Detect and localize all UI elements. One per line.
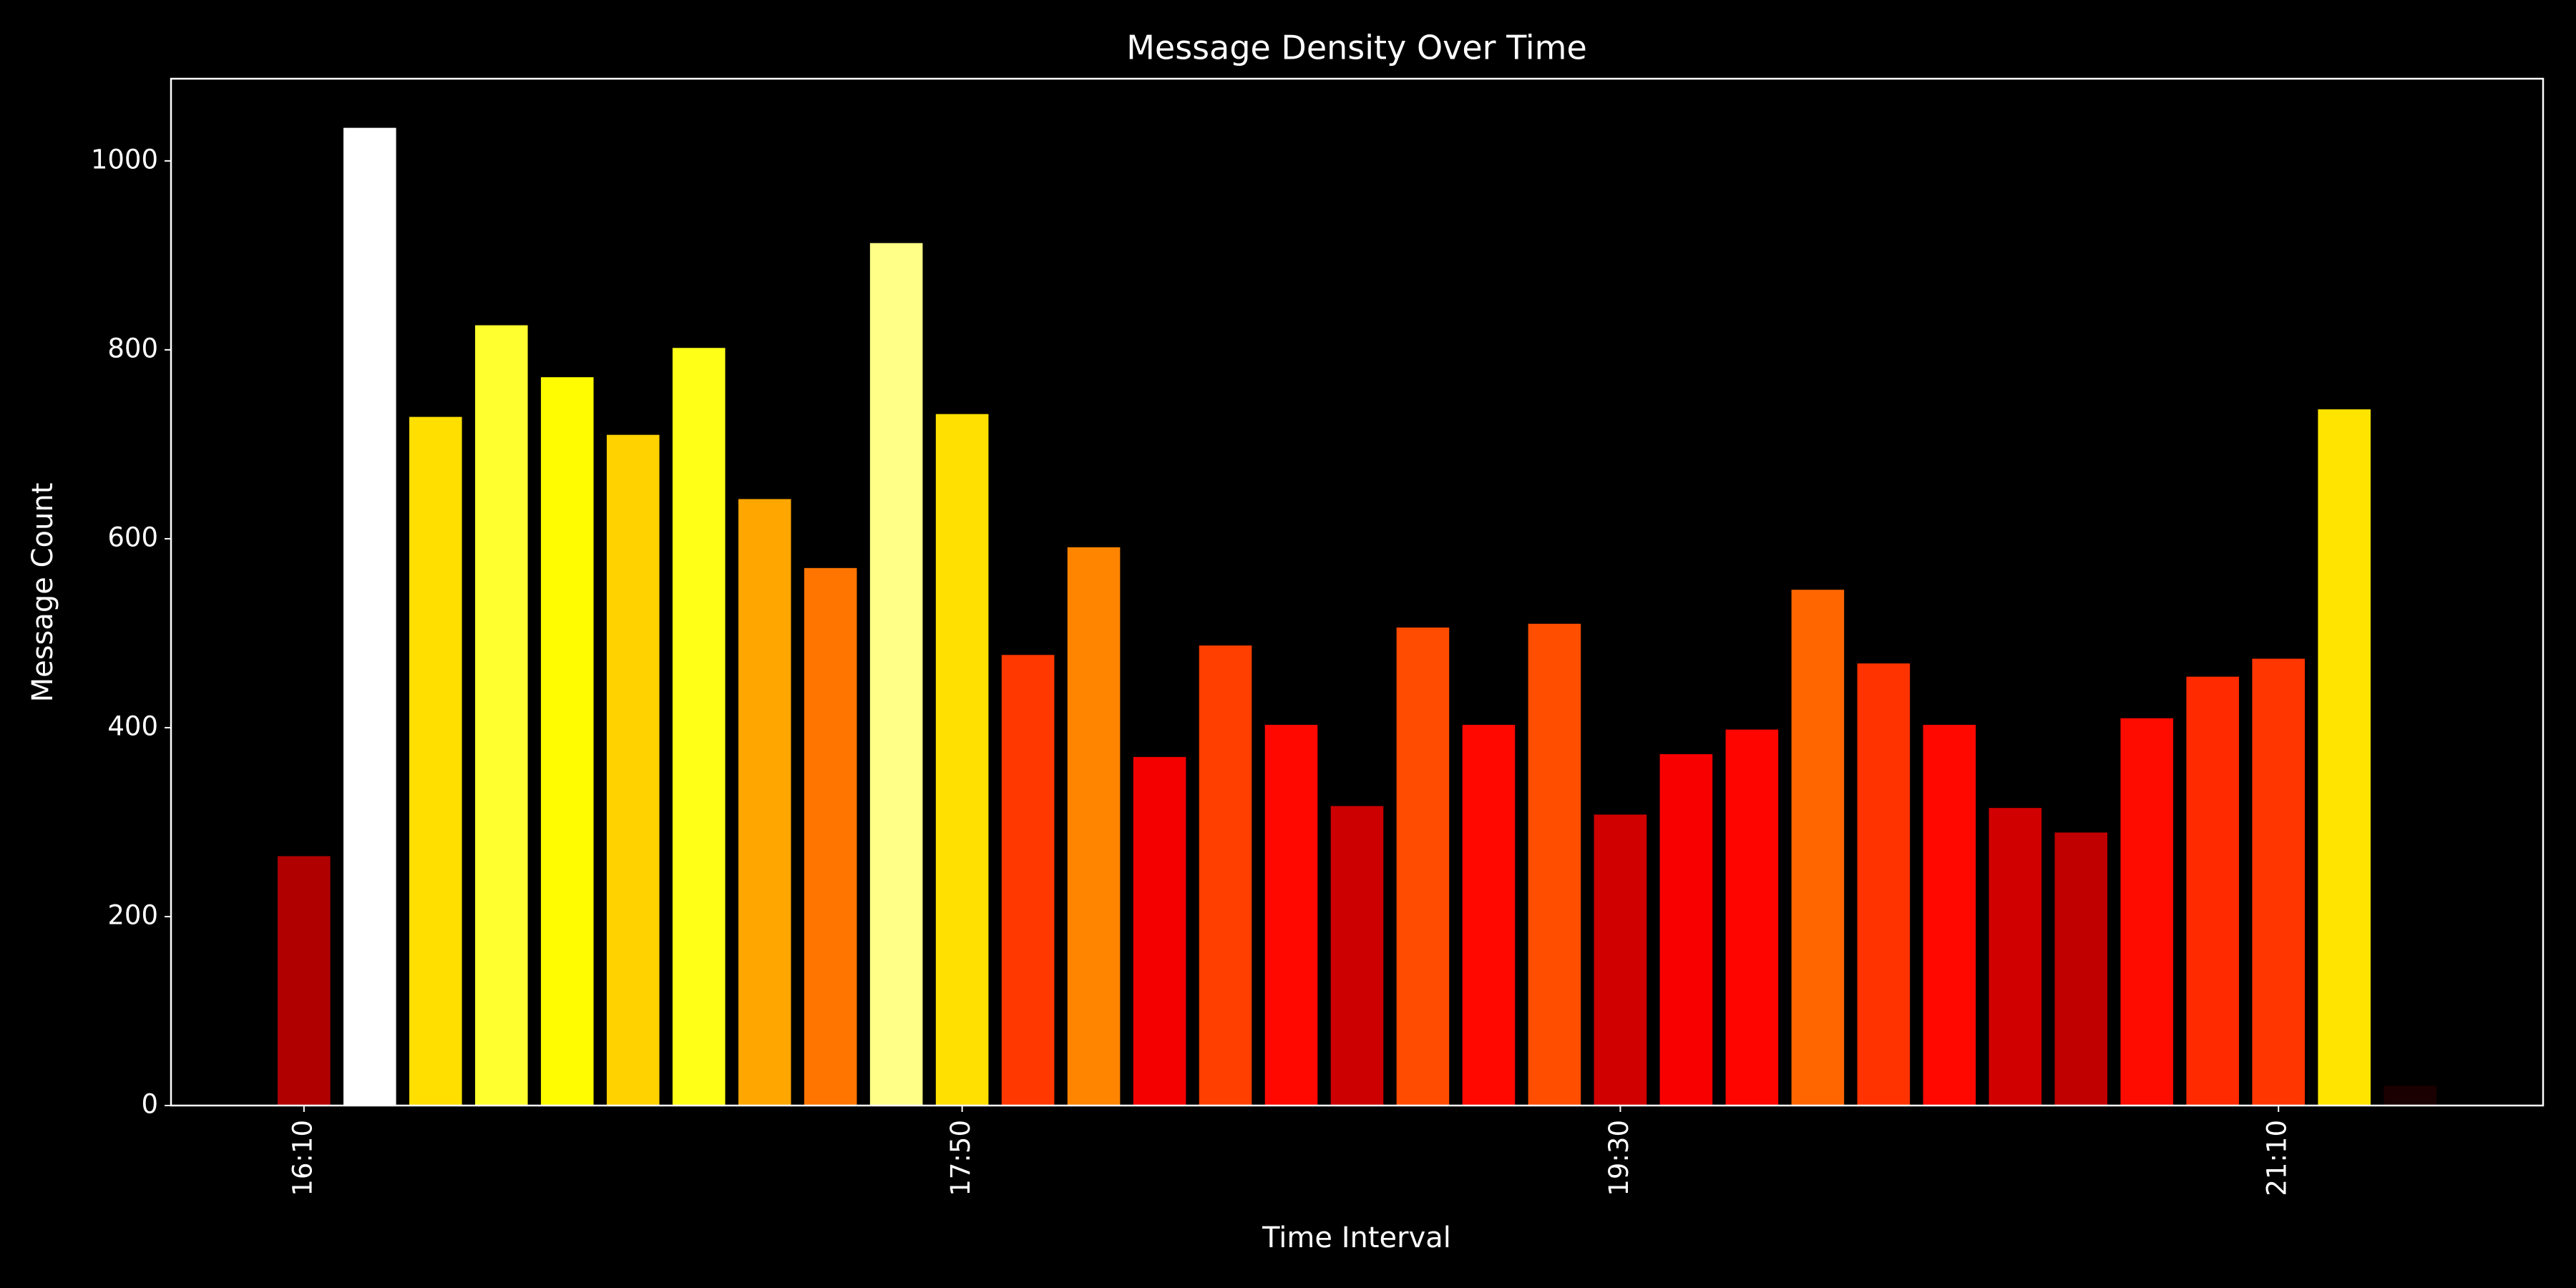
bar xyxy=(343,127,396,1106)
bar xyxy=(935,414,989,1106)
bar xyxy=(869,243,923,1106)
bar xyxy=(474,325,528,1106)
bar xyxy=(1264,724,1318,1106)
bar xyxy=(1133,756,1186,1106)
y-tick-label: 800 xyxy=(107,333,158,364)
y-tick-label: 200 xyxy=(107,899,158,930)
x-tick-label: 16:10 xyxy=(287,1120,318,1196)
bar xyxy=(1989,808,2042,1106)
bar xyxy=(2384,1085,2436,1106)
x-tick-label: 21:10 xyxy=(2262,1120,2293,1196)
bar xyxy=(1857,663,1911,1106)
y-tick-label: 1000 xyxy=(91,144,158,175)
bar xyxy=(409,416,462,1106)
bar xyxy=(738,499,791,1106)
bar xyxy=(2318,409,2371,1106)
bar xyxy=(2186,676,2240,1106)
bar xyxy=(1462,724,1516,1106)
x-tick-label: 19:30 xyxy=(1604,1120,1634,1196)
y-axis-label: Message Count xyxy=(26,483,59,703)
chart-title: Message Density Over Time xyxy=(1126,29,1587,67)
x-tick-label: 17:50 xyxy=(945,1120,976,1196)
bar xyxy=(1001,655,1055,1106)
y-tick-label: 600 xyxy=(107,522,158,552)
bar xyxy=(278,856,331,1106)
bar xyxy=(2252,658,2306,1106)
bar xyxy=(1396,628,1450,1106)
bar xyxy=(1594,814,1647,1106)
bar xyxy=(1067,547,1121,1106)
y-tick-label: 0 xyxy=(141,1089,158,1120)
bar xyxy=(540,377,594,1106)
bar xyxy=(1199,645,1252,1106)
bar xyxy=(672,348,726,1106)
plot-frame xyxy=(170,77,2545,1107)
y-tick-label: 400 xyxy=(107,711,158,741)
bar xyxy=(1725,729,1779,1106)
bar xyxy=(1330,806,1384,1106)
x-axis-label: Time Interval xyxy=(1262,1221,1451,1254)
bar xyxy=(1791,590,1845,1106)
bar xyxy=(804,567,857,1106)
bar xyxy=(1528,623,1581,1106)
bar xyxy=(606,434,660,1106)
bar xyxy=(1659,753,1713,1106)
bar xyxy=(2054,832,2108,1106)
bar xyxy=(2120,718,2174,1106)
bar xyxy=(1923,724,1976,1106)
